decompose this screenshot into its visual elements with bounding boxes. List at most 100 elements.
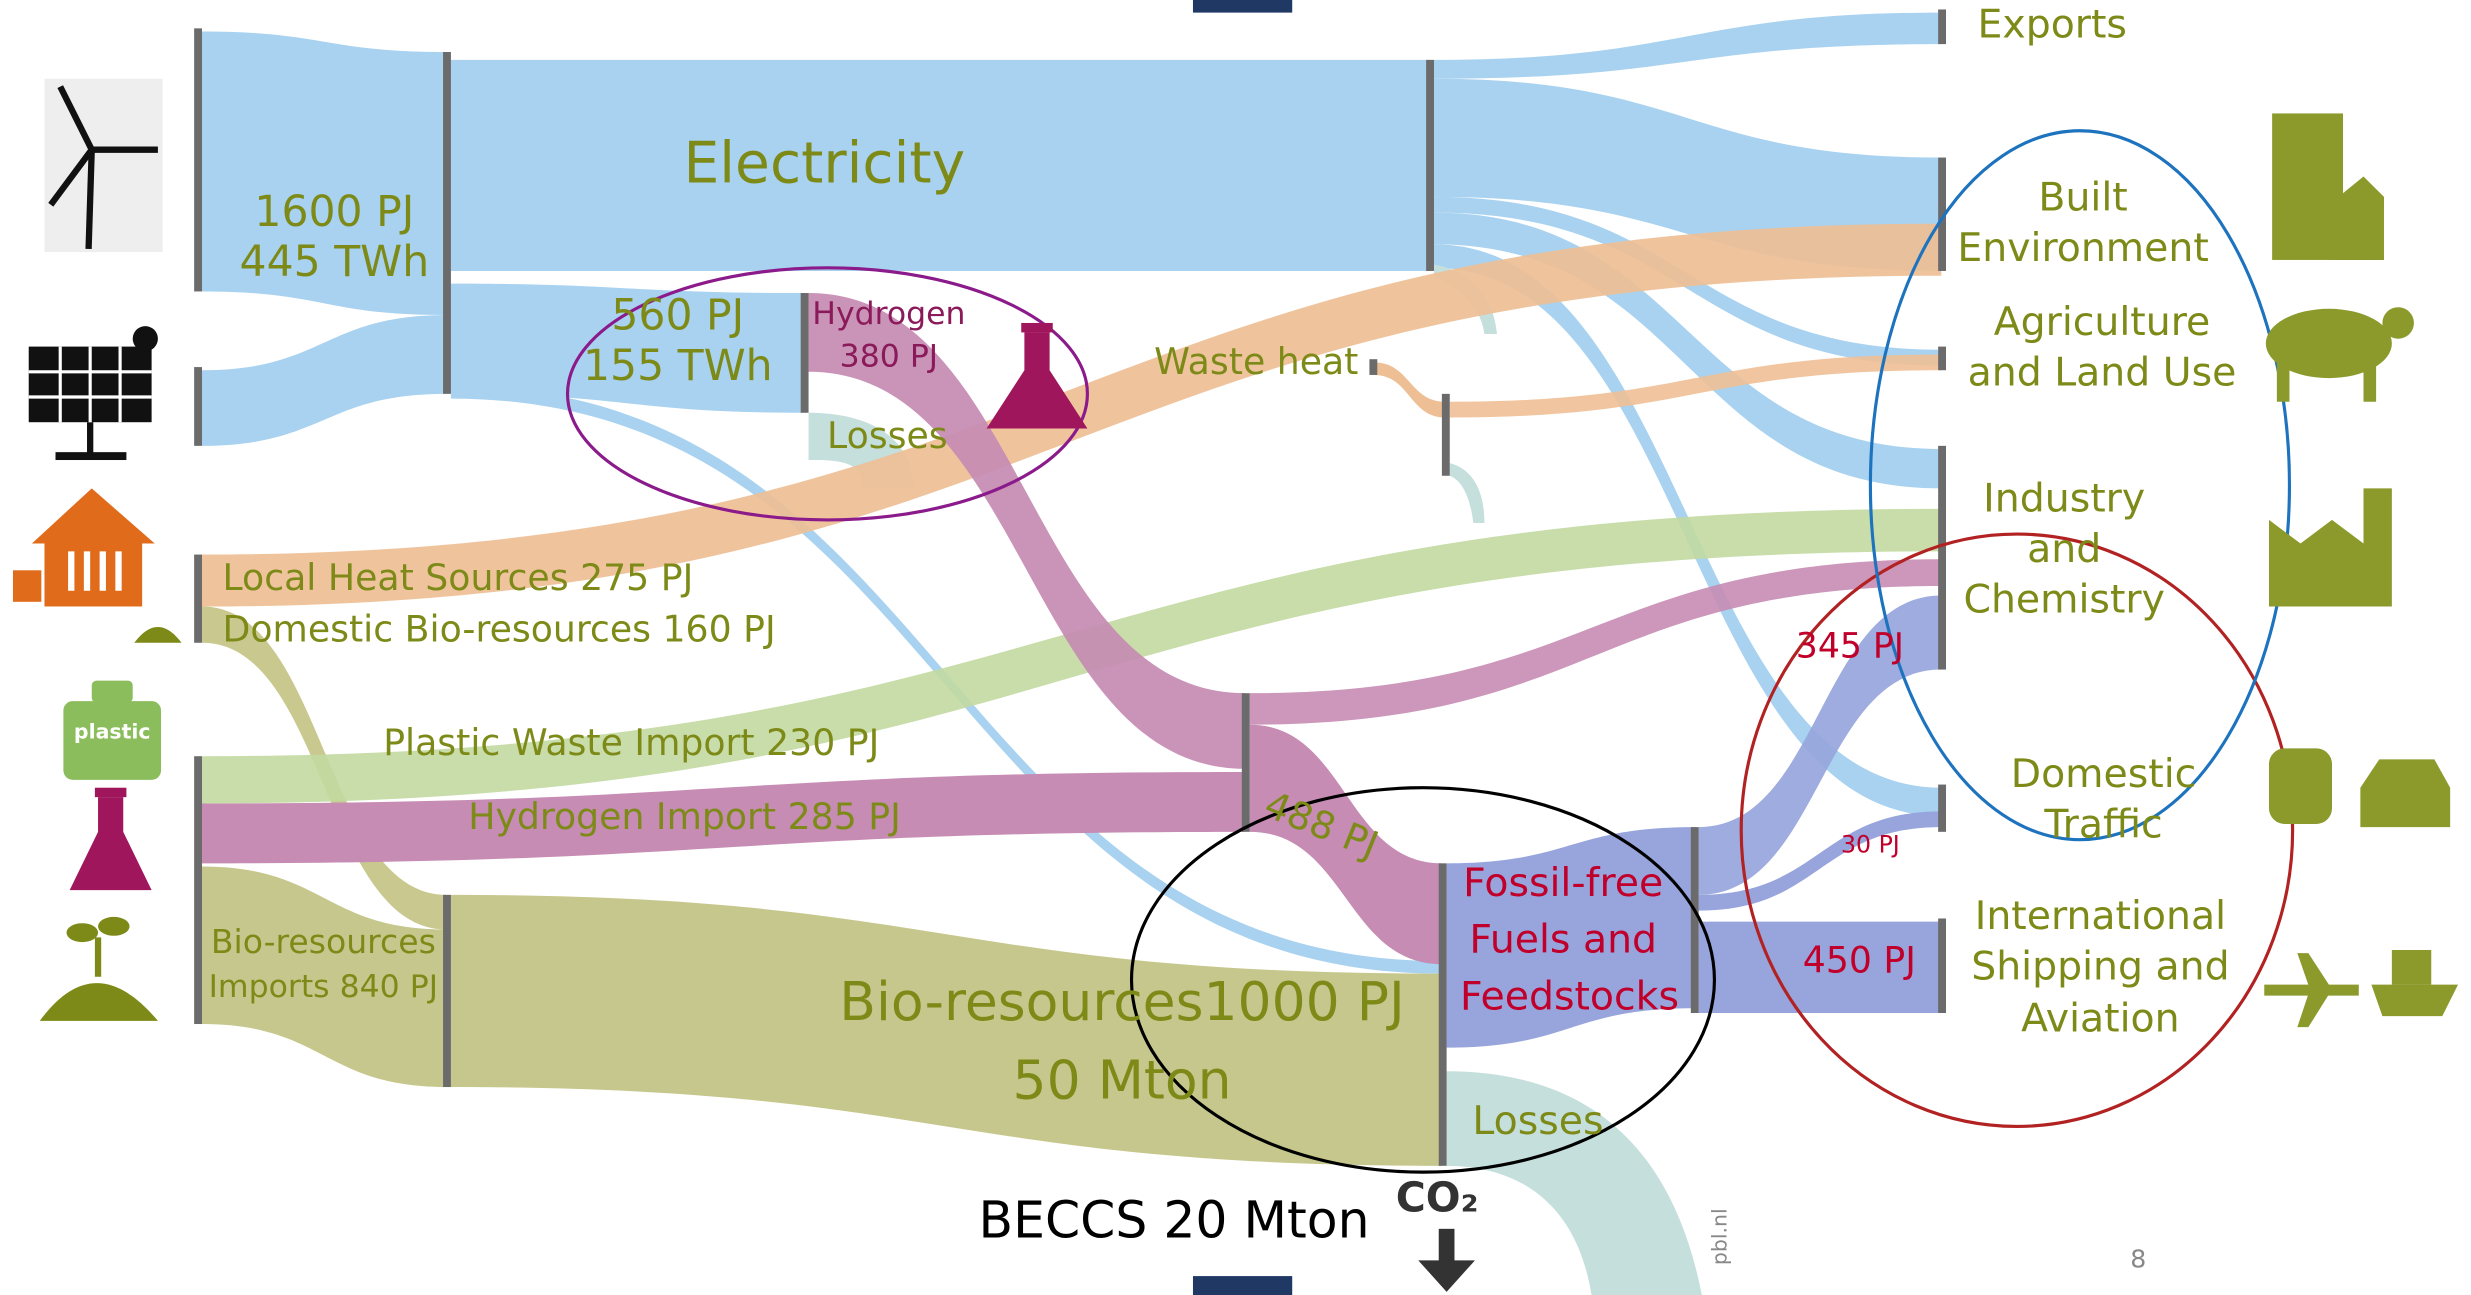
shape [12,570,42,602]
shape [69,797,152,891]
node-label: Hydrogen [812,296,965,332]
shape [1438,1228,1455,1269]
destination-label: Chemistry [1963,576,2164,622]
cow-icon [2265,307,2414,402]
node-label: 445 TWh [240,238,430,287]
shape [66,923,99,943]
flow [1698,595,1942,895]
shape [2268,488,2392,607]
building-icon [2272,113,2384,260]
node-bar [1690,827,1699,1013]
co2-label: CO₂ [1396,1173,1479,1221]
shape [57,85,95,152]
shape [2371,984,2459,1017]
wind-icon-bg [44,78,163,253]
losses-flow [1449,463,1485,524]
node-bar [194,367,203,446]
node-bar [443,894,451,1088]
destination-label: Exports [1978,1,2127,47]
ellipse [1868,129,2292,842]
node-bar [1241,693,1250,832]
destination-label: Traffic [2043,802,2162,848]
shape [2360,759,2451,828]
flow [450,59,1430,271]
solar-grid [28,346,152,423]
node-bar [194,756,203,1025]
factory-icon [2268,488,2392,607]
shape [2264,953,2359,1028]
shape [1418,1260,1475,1292]
node-label: 560 PJ [611,292,744,341]
node-bar [1938,784,1947,832]
source-label: Imports 840 PJ [209,969,438,1005]
flow [202,771,1245,864]
node-label: Feedstocks [1460,973,1679,1019]
flow [1698,811,1942,911]
source-label: Local Heat Sources 275 PJ [223,556,694,599]
node-bar [1938,9,1947,45]
soil-icon [134,627,182,643]
slide-marker [1192,1276,1293,1295]
flow [1434,12,1942,79]
ellipse [565,266,1089,522]
icons: plastic [12,78,2459,1292]
flow [1698,921,1942,1013]
destination-label: Built [2038,175,2127,221]
shape [85,149,95,250]
labels: Electricity 1600 PJ 445 TWh 560 PJ 155 T… [209,1,2237,1273]
node-bar [194,28,203,292]
slide-marker [1192,0,1293,13]
destination-label: and [2027,526,2101,572]
mid-flask-icon [986,322,1088,429]
shape [91,680,133,703]
source-credit: pbl.nl [1708,1208,1732,1265]
shape [2268,748,2332,824]
shape [2265,308,2392,379]
shape [63,701,162,780]
flow [202,315,447,446]
radiator [68,551,122,591]
flow [1249,724,1442,965]
shape [2382,307,2414,339]
destination-label: Environment [1957,225,2208,271]
node-bar [1938,157,1947,271]
plane-icon [2264,953,2359,1028]
house-icon [12,488,155,607]
flow [450,283,804,413]
shape [2328,176,2384,260]
node-bar [1938,918,1947,1013]
node-bar [1441,393,1450,476]
node-label: 380 PJ [840,339,938,375]
destination-label: and Land Use [1968,349,2237,395]
node-bar [1438,863,1447,1166]
shape [48,147,95,207]
page-number: 8 [2130,1244,2146,1273]
flow [202,866,447,1088]
node-bar [194,554,203,643]
shape [94,787,127,798]
destination-label: Shipping and [1971,943,2229,989]
shape [94,937,102,977]
losses-flow [1446,1071,1702,1295]
highlight-ellipses [565,129,2295,1174]
flow [1434,78,1942,271]
node-label: Bio-resources1000 PJ [839,970,1405,1033]
wind-turbine-icon [48,85,158,250]
node-label: Losses [827,414,948,457]
source-label: Bio-resources [211,922,436,961]
shape [1021,322,1053,333]
source-label: Domestic Bio-resources 160 PJ [223,608,776,651]
node-bar [1938,445,1947,670]
car-icon [2360,759,2451,828]
flow [1434,212,1942,489]
flow-label: 450 PJ [1803,939,1916,982]
flask-icon [69,787,152,891]
node-label: Waste heat [1154,340,1358,383]
destination-label: Domestic [2011,751,2197,797]
node-label: Fossil-free [1463,860,1663,906]
flow [202,508,1942,804]
node-label: Fuels and [1469,917,1657,963]
shape [55,452,127,461]
